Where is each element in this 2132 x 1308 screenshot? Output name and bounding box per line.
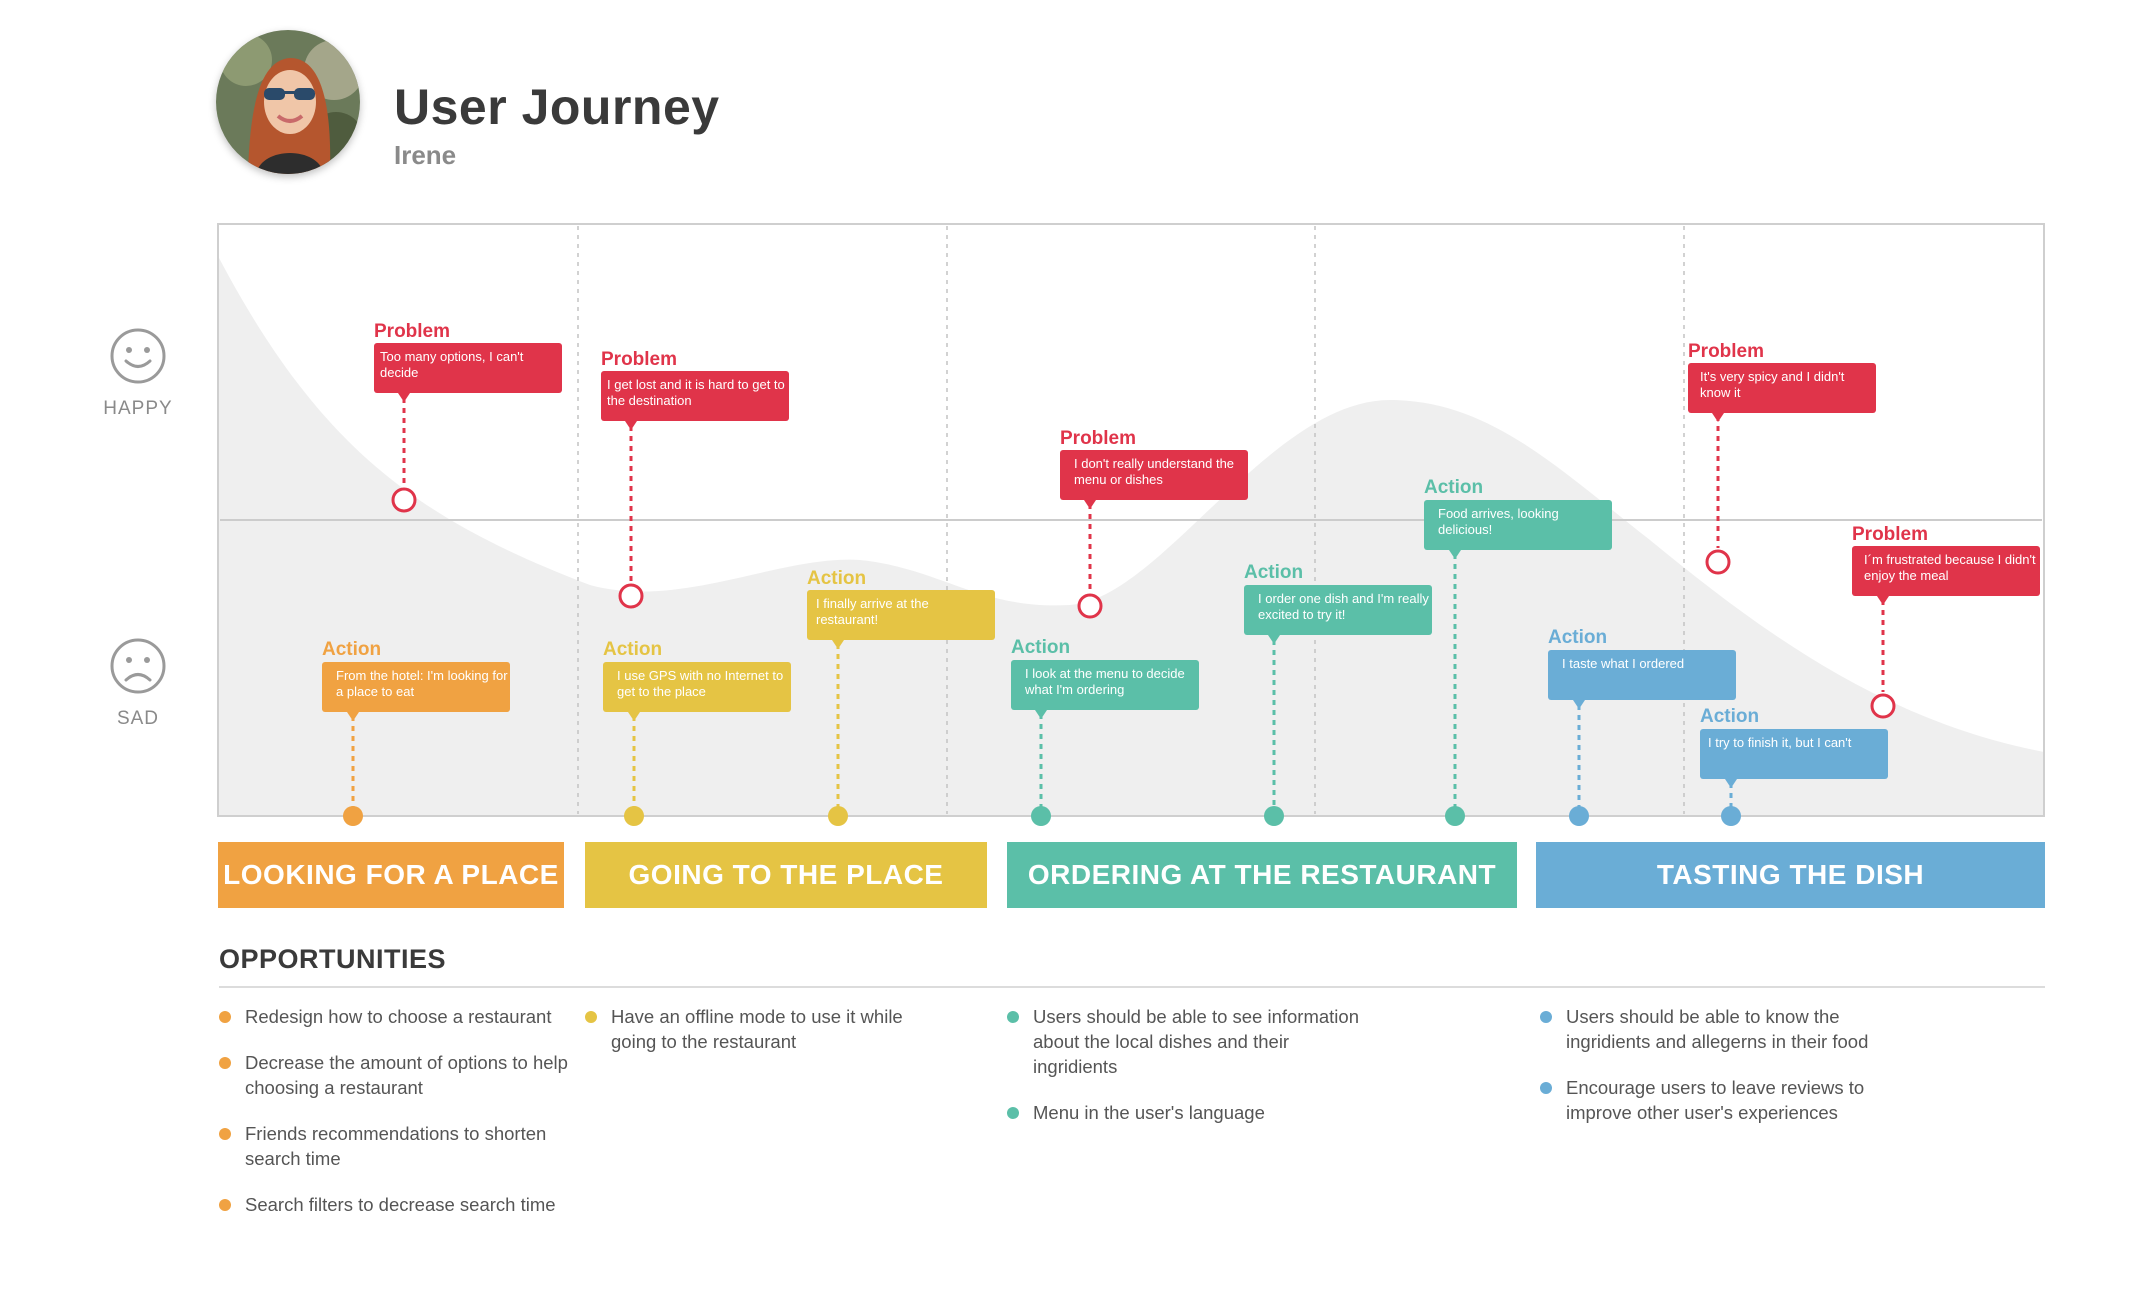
callout-kind: Problem [374, 321, 450, 342]
callout-kind: Problem [601, 349, 677, 370]
problem-callout: Problem I´m frustrated because I didn't … [1852, 524, 2040, 719]
action-callout: Action I finally arrive at the restauran… [807, 568, 995, 826]
callout-text: I try to finish it, but I can't [1708, 735, 1852, 750]
opportunity-item: Friends recommendations to shorten searc… [219, 1121, 579, 1171]
callout-kind: Action [1700, 706, 1759, 727]
action-callout: Action I use GPS with no Internet to get… [603, 639, 791, 826]
action-callout: Action I look at the menu to decide what… [1011, 637, 1199, 826]
opportunity-item: Menu in the user's language [1007, 1100, 1367, 1125]
bullet-icon [219, 1128, 231, 1140]
problem-callout: Problem I don't really understand the me… [1060, 428, 1248, 619]
opportunity-item: Users should be able to know the ingridi… [1540, 1004, 1900, 1054]
opportunity-item: Have an offline mode to use it while goi… [585, 1004, 945, 1054]
problem-callout: Problem It's very spicy and I didn't kno… [1688, 341, 1876, 575]
bullet-icon [1007, 1107, 1019, 1119]
callout-kind: Problem [1688, 341, 1764, 362]
sad-face-icon [110, 638, 166, 694]
opportunities-column: Redesign how to choose a restaurant Decr… [219, 1004, 579, 1238]
opportunities-column: Users should be able to see information … [1007, 1004, 1367, 1146]
callout-text: From the hotel: I'm looking for a place … [336, 668, 508, 699]
problem-callout: Problem Too many options, I can't decide [374, 321, 562, 513]
bullet-icon [1540, 1082, 1552, 1094]
callout-text: I´m frustrated because I didn't enjoy th… [1864, 552, 2036, 583]
callout-kind: Action [1548, 627, 1607, 648]
action-callout: Action From the hotel: I'm looking for a… [322, 639, 510, 826]
action-callout: Action I order one dish and I'm really e… [1244, 562, 1432, 826]
action-callout: Action Food arrives, looking delicious! [1424, 477, 1612, 826]
opportunity-item: Search filters to decrease search time [219, 1192, 579, 1217]
callout-kind: Action [807, 568, 866, 589]
plot-frame [217, 223, 2045, 817]
bullet-icon [219, 1199, 231, 1211]
bullet-icon [1540, 1011, 1552, 1023]
opportunity-item: Encourage users to leave reviews to impr… [1540, 1075, 1900, 1125]
journey-chart: Problem Too many options, I can't decide… [217, 223, 2045, 826]
opportunities-title: OPPORTUNITIES [219, 944, 447, 974]
bullet-icon [219, 1011, 231, 1023]
phase-ordering-at-the-restaurant: ORDERING AT THE RESTAURANT [1007, 842, 1517, 908]
opportunities-column: Have an offline mode to use it while goi… [585, 1004, 945, 1075]
bullet-icon [1007, 1011, 1019, 1023]
callout-kind: Problem [1852, 524, 1928, 545]
callout-text: I finally arrive at the restaurant! [816, 596, 929, 627]
callout-kind: Action [1244, 562, 1303, 583]
happy-face-icon [110, 328, 166, 384]
callout-kind: Action [1424, 477, 1483, 498]
phase-tasting-the-dish: TASTING THE DISH [1536, 842, 2045, 908]
bullet-icon [219, 1057, 231, 1069]
action-callout: Action I try to finish it, but I can't [1700, 706, 1888, 826]
callout-kind: Action [322, 639, 381, 660]
phase-looking-for-a-place: LOOKING FOR A PLACE [218, 842, 564, 908]
persona-name: Irene [394, 140, 457, 170]
phase-going-to-the-place: GOING TO THE PLACE [585, 842, 987, 908]
callout-text: I use GPS with no Internet to get to the… [617, 668, 784, 699]
callout-text: It's very spicy and I didn't know it [1700, 369, 1845, 400]
callout-kind: Problem [1060, 428, 1136, 449]
callout-kind: Action [1011, 637, 1070, 658]
callout-text: I look at the menu to decide what I'm or… [1025, 666, 1185, 697]
callout-kind: Action [603, 639, 662, 660]
callout-text: I order one dish and I'm really excited … [1258, 591, 1429, 622]
bullet-icon [585, 1011, 597, 1023]
page-title: User Journey [394, 79, 720, 135]
callout-text: I don't really understand the menu or di… [1074, 456, 1235, 487]
happy-label: HAPPY [103, 398, 173, 419]
problem-callout: Problem I get lost and it is hard to get… [601, 349, 789, 609]
callout-text: I taste what I ordered [1562, 656, 1685, 671]
callout-text: Too many options, I can't decide [380, 349, 524, 380]
opportunity-item: Users should be able to see information … [1007, 1004, 1367, 1079]
sad-label: SAD [116, 708, 160, 729]
action-callout: Action I taste what I ordered [1548, 627, 1736, 826]
opportunity-item: Decrease the amount of options to help c… [219, 1050, 579, 1100]
callout-text: Food arrives, looking delicious! [1438, 506, 1559, 537]
opportunity-item: Redesign how to choose a restaurant [219, 1004, 579, 1029]
opportunities-column: Users should be able to know the ingridi… [1540, 1004, 1900, 1146]
opportunities-divider [219, 986, 2045, 988]
callout-text: I get lost and it is hard to get to the … [607, 377, 785, 408]
